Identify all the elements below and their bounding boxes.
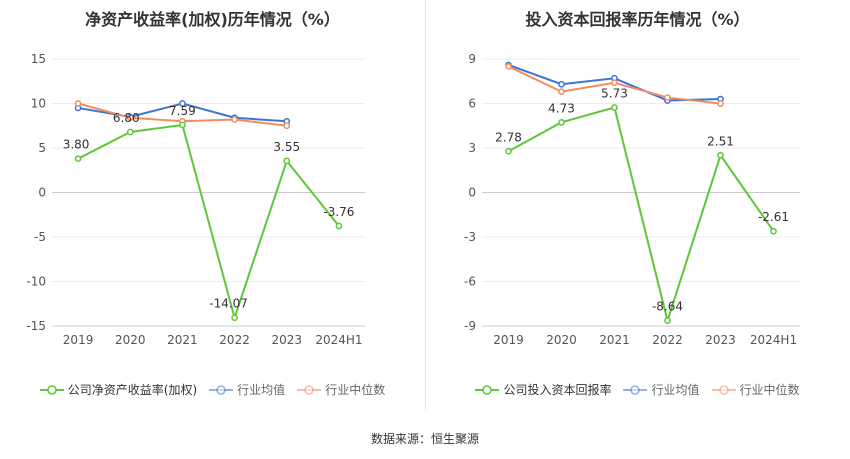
data-point — [74, 155, 82, 163]
y-tick-label: 0 — [38, 186, 46, 200]
data-point — [179, 100, 186, 107]
data-point — [558, 88, 565, 95]
data-label: 4.73 — [548, 101, 575, 115]
chart-legend: 公司净资产收益率(加权) 行业均值 行业中位数 — [0, 381, 425, 398]
x-tick-label: 2021 — [167, 333, 198, 347]
data-point — [231, 116, 238, 123]
x-tick-label: 2021 — [599, 333, 630, 347]
data-label: -14.07 — [209, 297, 248, 311]
data-point — [126, 114, 134, 122]
data-point — [611, 104, 618, 111]
data-label: 6.80 — [113, 111, 140, 125]
x-tick-label: 2019 — [493, 333, 524, 347]
data-point — [179, 121, 186, 129]
legend-item[interactable]: 行业中位数 — [297, 381, 385, 398]
x-tick-label: 2019 — [63, 333, 94, 347]
legend-label: 公司投入资本回报率 — [503, 383, 612, 397]
data-source-note: 数据来源：恒生聚源 — [370, 432, 479, 446]
data-point — [558, 80, 565, 88]
y-tick-label: 10 — [31, 97, 46, 111]
data-point — [505, 147, 512, 155]
legend-marker — [482, 384, 493, 395]
data-point — [717, 151, 724, 159]
data-point — [611, 79, 618, 87]
data-point — [231, 314, 238, 322]
legend-item[interactable]: 公司投入资本回报率 — [475, 381, 611, 398]
data-point — [717, 100, 724, 107]
legend-item[interactable]: 行业中位数 — [711, 381, 800, 398]
legend-item[interactable]: 公司净资产收益率(加权) — [39, 381, 198, 398]
data-point — [505, 63, 512, 70]
panel-divider — [425, 0, 426, 410]
x-tick-label: 2024H1 — [750, 333, 797, 347]
roic-chart-panel: 投入资本回报率历年情况（%） 9 6 3 0 -3 -6 -9 2019 2020 2021 202… — [425, 0, 850, 420]
data-point — [126, 128, 134, 136]
data-point — [664, 317, 671, 325]
legend-item[interactable]: 行业均值 — [623, 381, 700, 398]
y-tick-label: -5 — [34, 230, 46, 244]
legend-line-icon — [623, 384, 648, 395]
legend-label: 行业均值 — [237, 383, 286, 397]
legend-line-icon — [39, 384, 64, 395]
x-tick-label: 2020 — [546, 333, 577, 347]
data-point — [283, 157, 291, 165]
roe-line-chart: 15 10 5 0 -5 -10 -15 2019 2020 2021 2022 2023 2024H1… — [26, 52, 365, 347]
legend-item[interactable]: 行业均值 — [209, 381, 285, 398]
data-label: -8.64 — [652, 300, 683, 314]
x-tick-label: 2023 — [271, 333, 302, 347]
chart-title: 净资产收益率(加权)历年情况（%） — [85, 10, 340, 29]
legend-label: 公司净资产收益率(加权) — [67, 383, 198, 397]
y-tick-label: -10 — [26, 275, 46, 289]
series-line — [77, 123, 340, 322]
legend-line-icon — [711, 384, 736, 395]
x-tick-label: 2022 — [652, 333, 683, 347]
y-tick-label: -6 — [464, 275, 476, 289]
data-label: -2.61 — [758, 210, 789, 224]
chart-title: 投入资本回报率历年情况（%） — [525, 10, 750, 29]
x-tick-label: 2022 — [219, 333, 250, 347]
legend-line-icon — [297, 384, 322, 395]
data-label: 3.80 — [63, 138, 90, 152]
data-label: 7.59 — [169, 104, 196, 118]
roe-chart-panel: 净资产收益率(加权)历年情况（%） 15 10 5 0 -5 -10 -15 2019 2020… — [0, 0, 425, 420]
y-tick-label: 0 — [468, 186, 476, 200]
data-label: 5.73 — [601, 87, 628, 101]
data-point — [335, 222, 343, 230]
chart-legend: 公司投入资本回报率 行业均值 行业中位数 — [425, 381, 850, 398]
data-label: 2.78 — [495, 130, 522, 144]
legend-line-icon — [475, 384, 500, 395]
legend-marker — [304, 384, 314, 395]
x-tick-label: 2020 — [115, 333, 146, 347]
data-point — [664, 94, 671, 101]
y-tick-label: 5 — [38, 141, 46, 155]
data-point — [770, 227, 777, 235]
y-tick-label: -9 — [464, 319, 476, 333]
x-tick-label: 2024H1 — [315, 333, 362, 347]
data-label: 3.55 — [273, 140, 300, 154]
data-point — [74, 100, 82, 107]
data-label: -3.76 — [323, 205, 354, 219]
roic-line-chart: 9 6 3 0 -3 -6 -9 2019 2020 2021 2022 2023 2024H1 2.78… — [464, 52, 800, 347]
data-point — [558, 118, 565, 126]
y-tick-label: 6 — [468, 97, 476, 111]
series-line — [508, 106, 775, 325]
legend-label: 行业中位数 — [739, 383, 800, 397]
legend-label: 行业中位数 — [325, 383, 386, 397]
y-tick-label: 9 — [468, 52, 476, 66]
y-tick-label: 3 — [468, 141, 476, 155]
y-tick-label: 15 — [31, 52, 46, 66]
legend-marker — [47, 384, 57, 395]
data-label: 2.51 — [707, 134, 734, 148]
legend-marker — [216, 384, 226, 395]
legend-marker — [718, 384, 729, 395]
x-tick-label: 2023 — [705, 333, 736, 347]
legend-line-icon — [209, 384, 234, 395]
legend-marker — [630, 384, 641, 395]
y-tick-label: -3 — [464, 230, 476, 244]
legend-label: 行业均值 — [651, 383, 700, 397]
data-point — [283, 122, 291, 130]
y-tick-label: -15 — [26, 319, 46, 333]
